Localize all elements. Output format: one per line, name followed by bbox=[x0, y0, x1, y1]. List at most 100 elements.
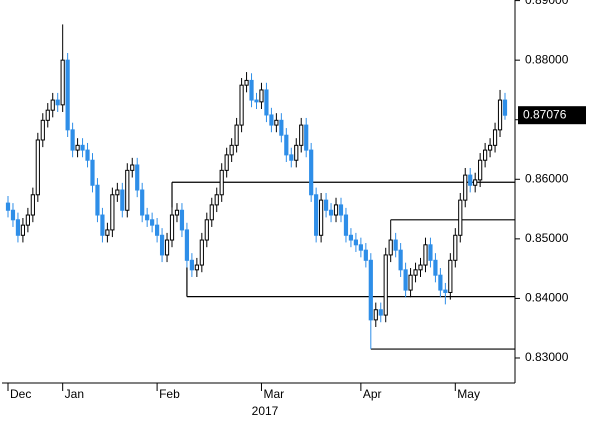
candle-body bbox=[174, 209, 180, 216]
candle-body bbox=[209, 204, 214, 221]
candle-body bbox=[378, 309, 383, 316]
candle-body bbox=[433, 259, 438, 276]
candle-body bbox=[492, 129, 498, 146]
candle-body bbox=[309, 149, 314, 196]
candle-body bbox=[428, 244, 433, 261]
candle-body bbox=[55, 99, 60, 106]
candle-body bbox=[224, 154, 229, 171]
candle-body bbox=[45, 109, 50, 121]
candle-body bbox=[219, 169, 224, 196]
candle-body bbox=[438, 274, 443, 291]
candle-body bbox=[383, 254, 388, 316]
candle-body bbox=[314, 194, 319, 236]
candle-body bbox=[204, 219, 209, 241]
candle-body bbox=[159, 234, 165, 256]
candle-body bbox=[458, 199, 463, 236]
y-tick-label: 0.86000 bbox=[525, 171, 569, 185]
x-tick-label: Feb bbox=[159, 387, 180, 401]
candle-body bbox=[15, 219, 21, 236]
x-tick-label: Apr bbox=[363, 387, 382, 401]
candle-body bbox=[338, 204, 344, 216]
y-tick-label: 0.83000 bbox=[525, 350, 569, 364]
candle-body bbox=[80, 144, 85, 151]
candle-body bbox=[388, 239, 393, 256]
candle-body bbox=[234, 124, 239, 146]
price-tag-label: 0.87076 bbox=[523, 107, 567, 121]
candle-body bbox=[110, 194, 115, 231]
candle-body bbox=[363, 249, 368, 261]
candle-body bbox=[463, 174, 468, 201]
candle-body bbox=[145, 214, 150, 221]
candle-body bbox=[413, 269, 418, 276]
candle-body bbox=[194, 264, 199, 271]
candle-body bbox=[289, 154, 294, 161]
candle-body bbox=[184, 229, 190, 261]
candle-body bbox=[502, 99, 508, 116]
candle-body bbox=[189, 259, 194, 271]
candle-body bbox=[269, 114, 274, 126]
candle-body bbox=[323, 199, 329, 211]
candle-body bbox=[353, 239, 358, 246]
candle-body bbox=[100, 214, 105, 236]
candle-body bbox=[373, 309, 378, 321]
candle-body bbox=[393, 239, 398, 251]
candle-body bbox=[35, 139, 40, 196]
y-tick-label: 0.85000 bbox=[525, 231, 569, 245]
candle-body bbox=[199, 239, 204, 266]
candle-body bbox=[487, 144, 493, 151]
candle-body bbox=[239, 84, 244, 126]
candle-body bbox=[70, 129, 75, 151]
candle-body bbox=[319, 199, 324, 236]
candle-body bbox=[229, 144, 234, 156]
candle-body bbox=[284, 134, 289, 156]
candle-body bbox=[328, 209, 334, 216]
x-tick-label: May bbox=[457, 387, 480, 401]
candle-body bbox=[304, 124, 309, 151]
candle-body bbox=[497, 99, 503, 131]
candle-body bbox=[105, 229, 110, 236]
candle-body bbox=[30, 194, 35, 216]
candle-body bbox=[130, 164, 135, 171]
candle-body bbox=[125, 169, 130, 211]
candle-body bbox=[169, 214, 175, 241]
candle-body bbox=[179, 209, 185, 231]
candle-body bbox=[75, 144, 80, 151]
candle-body bbox=[95, 184, 100, 216]
candle-body bbox=[448, 259, 453, 293]
candle-body bbox=[249, 79, 254, 101]
candle-body bbox=[20, 224, 26, 236]
candle-body bbox=[408, 274, 413, 291]
candle-body bbox=[418, 264, 423, 271]
year-label: 2017 bbox=[252, 404, 279, 418]
candle-body bbox=[468, 174, 473, 186]
candle-body bbox=[254, 99, 259, 103]
candle-body bbox=[299, 124, 304, 146]
candle-body bbox=[25, 214, 30, 226]
candle-body bbox=[259, 89, 264, 103]
candle-body bbox=[90, 159, 95, 186]
candle-body bbox=[348, 234, 354, 241]
candle-body bbox=[453, 234, 458, 261]
y-tick-label: 0.84000 bbox=[525, 291, 569, 305]
candle-body bbox=[368, 259, 373, 321]
candle-body bbox=[478, 159, 483, 181]
x-tick-label: Mar bbox=[263, 387, 284, 401]
candle-body bbox=[214, 194, 219, 206]
candle-body bbox=[358, 244, 363, 251]
candle-body bbox=[65, 59, 70, 131]
candle-body bbox=[60, 59, 65, 106]
candle-body bbox=[5, 202, 11, 211]
candle-body bbox=[150, 219, 155, 226]
candle-body bbox=[155, 224, 160, 236]
candle-body bbox=[85, 149, 90, 161]
candle-body bbox=[135, 164, 140, 191]
candle-body bbox=[244, 79, 249, 86]
candle-body bbox=[483, 149, 488, 161]
candle-body bbox=[40, 119, 45, 141]
candle-body bbox=[274, 119, 279, 126]
candle-body bbox=[264, 89, 269, 116]
candle-body bbox=[333, 204, 339, 216]
candle-body bbox=[423, 244, 428, 266]
candle-body bbox=[115, 189, 120, 196]
candle-body bbox=[473, 179, 478, 186]
